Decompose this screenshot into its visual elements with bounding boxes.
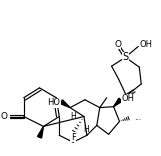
Polygon shape: [114, 98, 122, 107]
Polygon shape: [60, 100, 70, 108]
Text: F: F: [71, 133, 76, 142]
Text: H: H: [83, 125, 89, 134]
Text: H: H: [70, 112, 76, 121]
Text: OH: OH: [139, 40, 152, 49]
Text: OH: OH: [122, 94, 134, 103]
Text: ...: ...: [134, 113, 142, 122]
Polygon shape: [38, 126, 43, 138]
Text: S: S: [122, 52, 128, 62]
Text: HO: HO: [47, 98, 60, 107]
Text: O: O: [1, 112, 8, 121]
Text: O: O: [114, 40, 121, 49]
